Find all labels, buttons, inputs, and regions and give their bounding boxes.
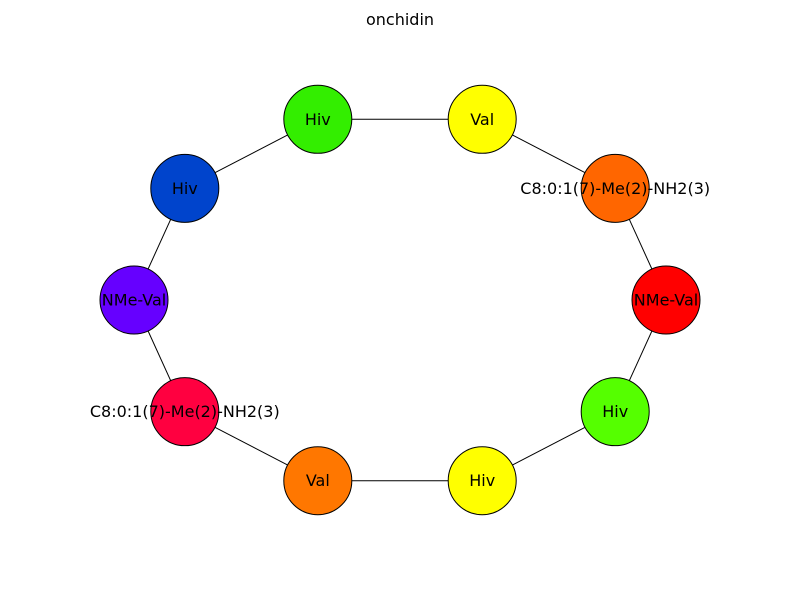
node-7: C8:0:1(7)-Me(2)-NH2(3) xyxy=(90,377,280,447)
node-label: Hiv xyxy=(602,402,628,421)
nodes-layer: Hiv Val C8:0:1(7)-Me(2)-NH2(3) NMe-Val Hiv Hi… xyxy=(90,84,710,516)
node-label: Hiv xyxy=(305,110,331,129)
node-label: C8:0:1(7)-Me(2)-NH2(3) xyxy=(90,402,280,421)
node-8: NMe-Val xyxy=(99,265,169,335)
node-2: C8:0:1(7)-Me(2)-NH2(3) xyxy=(520,153,710,223)
node-label: C8:0:1(7)-Me(2)-NH2(3) xyxy=(520,179,710,198)
node-circle xyxy=(150,377,220,447)
node-circle xyxy=(580,153,650,223)
node-6: Val xyxy=(283,446,353,516)
node-circle xyxy=(150,153,220,223)
node-5: Hiv xyxy=(447,446,517,516)
node-label: Hiv xyxy=(172,179,198,198)
node-4: Hiv xyxy=(580,377,650,447)
node-label: NMe-Val xyxy=(102,291,166,310)
node-label: Hiv xyxy=(469,471,495,490)
node-circle xyxy=(447,84,517,154)
node-circle xyxy=(283,84,353,154)
node-label: Val xyxy=(306,471,330,490)
node-3: NMe-Val xyxy=(631,265,701,335)
node-9: Hiv xyxy=(150,153,220,223)
node-circle xyxy=(99,265,169,335)
node-0: Hiv xyxy=(283,84,353,154)
node-label: NMe-Val xyxy=(634,291,698,310)
diagram-title: onchidin xyxy=(366,10,434,29)
node-label: Val xyxy=(470,110,494,129)
node-circle xyxy=(447,446,517,516)
node-circle xyxy=(283,446,353,516)
node-circle xyxy=(580,377,650,447)
node-1: Val xyxy=(447,84,517,154)
node-circle xyxy=(631,265,701,335)
